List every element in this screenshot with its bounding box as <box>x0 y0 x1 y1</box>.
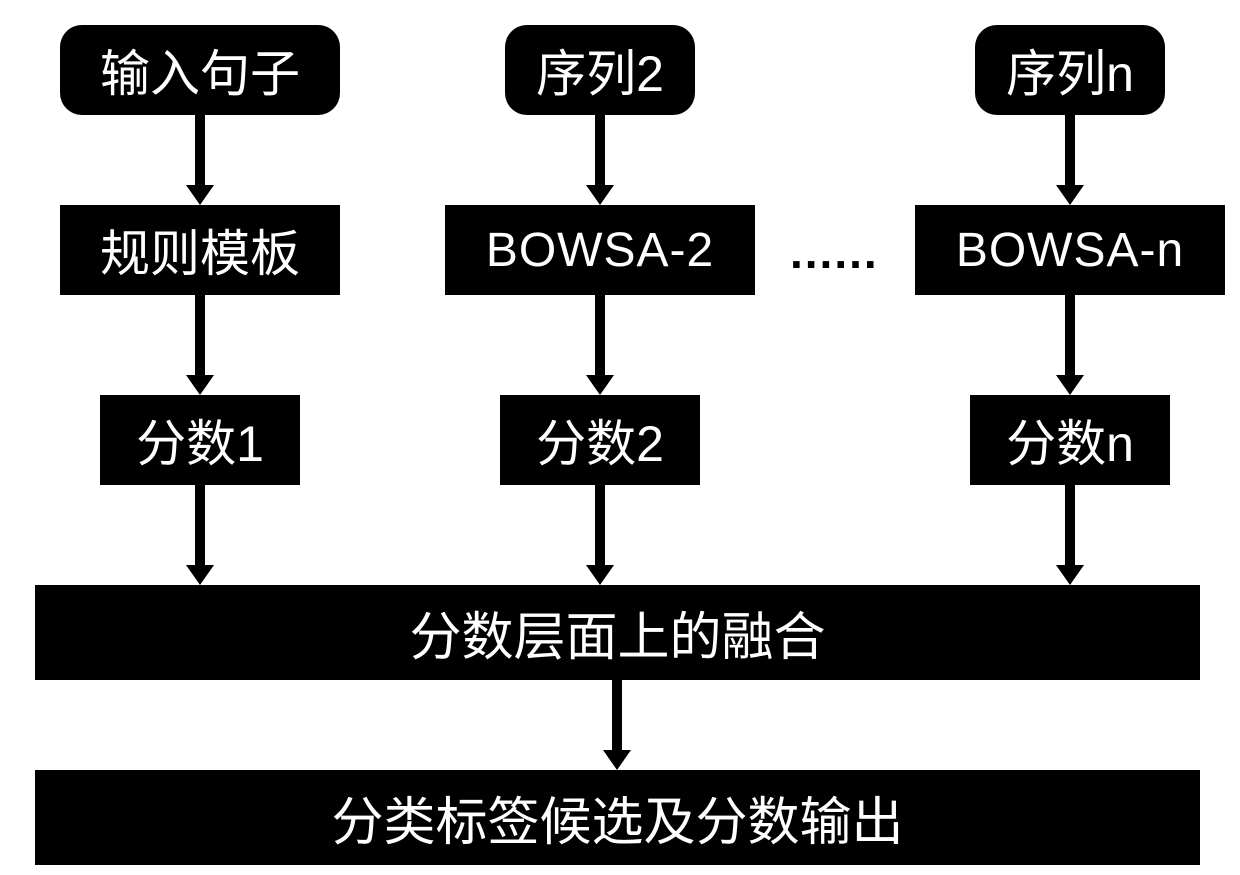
edge-score2-to-fusion <box>595 485 605 565</box>
node-label: 分数1 <box>136 404 264 476</box>
node-bowsa2: BOWSA-2 <box>445 205 755 295</box>
arrow-head-icon <box>186 375 214 395</box>
node-label: BOWSA-2 <box>486 223 714 278</box>
arrow-head-icon <box>1056 185 1084 205</box>
arrow-head-icon <box>586 375 614 395</box>
node-score1: 分数1 <box>100 395 300 485</box>
node-fusion: 分数层面上的融合 <box>35 585 1200 680</box>
node-label: 分数n <box>1006 404 1134 476</box>
node-rule-template: 规则模板 <box>60 205 340 295</box>
node-scoren: 分数n <box>970 395 1170 485</box>
node-label: 序列2 <box>536 34 664 106</box>
node-input-sentence: 输入句子 <box>60 25 340 115</box>
node-label: 规则模板 <box>100 214 300 286</box>
node-label: 输入句子 <box>100 34 300 106</box>
node-label: 分数2 <box>536 404 664 476</box>
edge-input-to-rule <box>195 115 205 185</box>
node-label: 序列n <box>1006 34 1134 106</box>
edge-bowsa2-to-score2 <box>595 295 605 375</box>
edge-bowsan-to-scoren <box>1065 295 1075 375</box>
node-label: BOWSA-n <box>956 223 1184 278</box>
arrow-head-icon <box>586 185 614 205</box>
arrow-head-icon <box>586 565 614 585</box>
arrow-head-icon <box>186 185 214 205</box>
edge-seqn-to-bowsan <box>1065 115 1075 185</box>
node-seqn: 序列n <box>975 25 1165 115</box>
ellipsis: ...... <box>790 225 879 279</box>
ellipsis-text: ...... <box>790 226 879 278</box>
arrow-head-icon <box>186 565 214 585</box>
arrow-head-icon <box>1056 375 1084 395</box>
arrow-head-icon <box>1056 565 1084 585</box>
edge-seq2-to-bowsa2 <box>595 115 605 185</box>
edge-scoren-to-fusion <box>1065 485 1075 565</box>
node-bowsan: BOWSA-n <box>915 205 1225 295</box>
node-seq2: 序列2 <box>505 25 695 115</box>
node-score2: 分数2 <box>500 395 700 485</box>
node-label: 分类标签候选及分数输出 <box>331 780 903 855</box>
node-label: 分数层面上的融合 <box>409 595 825 670</box>
edge-fusion-to-output <box>612 680 622 750</box>
edge-rule-to-score1 <box>195 295 205 375</box>
edge-score1-to-fusion <box>195 485 205 565</box>
arrow-head-icon <box>603 750 631 770</box>
node-output: 分类标签候选及分数输出 <box>35 770 1200 865</box>
